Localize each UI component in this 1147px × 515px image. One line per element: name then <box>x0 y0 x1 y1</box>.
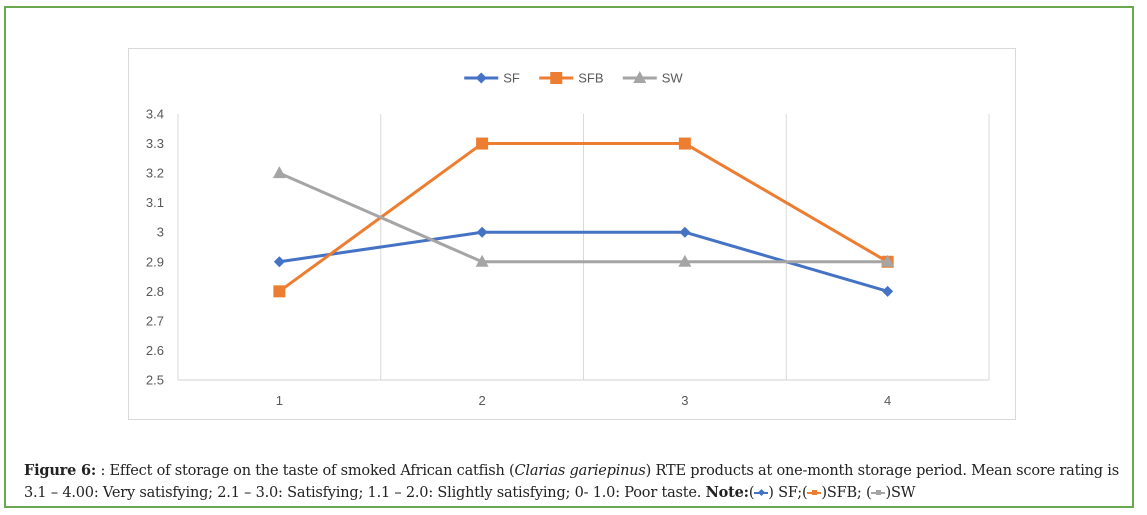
x-tick-label: 3 <box>681 393 688 408</box>
legend-label-sw: SW <box>662 71 684 86</box>
data-point-sw <box>475 254 489 267</box>
x-tick-label: 1 <box>276 393 283 408</box>
data-point-sw <box>881 254 895 267</box>
y-tick-label: 3.1 <box>146 195 164 210</box>
series-sw <box>272 166 895 267</box>
note-sf: ) SF; <box>768 485 802 501</box>
legend-label-sf: SF <box>503 71 520 86</box>
legend-marker-sfb-icon <box>550 72 563 84</box>
y-tick-label: 3 <box>157 225 164 240</box>
legend-label-sfb: SFB <box>578 71 603 86</box>
note-sfb: )SFB; <box>821 485 867 501</box>
data-point-sf <box>882 285 894 297</box>
data-point-sfb <box>476 137 489 150</box>
note-paren: ( <box>801 485 808 501</box>
legend-marker-sf-icon <box>475 72 487 84</box>
data-point-sfb <box>678 137 691 150</box>
series-layer <box>272 137 895 298</box>
data-point-sw <box>272 166 286 179</box>
caption-text-2: ) RTE products at one-month storage peri… <box>24 463 1119 501</box>
line-chart: 3.4 3.3 3.2 3.1 3 2.9 2.8 2.7 2.6 2.5 1 2 3 4 SF SFB SW <box>146 71 990 408</box>
note-paren: ( <box>866 485 872 501</box>
figure-caption: Figure 6: : Effect of storage on the tas… <box>24 460 1124 504</box>
note-paren: ( <box>748 485 755 501</box>
data-point-sf <box>679 226 691 238</box>
y-tick-label: 3.4 <box>146 107 164 122</box>
data-point-sf <box>273 256 285 268</box>
y-tick-label: 2.7 <box>146 313 164 328</box>
caption-species: Clarias gariepinus <box>514 463 646 479</box>
caption-text-1: : Effect of storage on the taste of smok… <box>96 463 515 479</box>
x-tick-label: 4 <box>884 393 891 408</box>
y-tick-label: 3.2 <box>146 166 164 181</box>
x-tick-label: 2 <box>479 393 486 408</box>
axis-layer: 3.4 3.3 3.2 3.1 3 2.9 2.8 2.7 2.6 2.5 1 2 3 4 <box>146 107 989 408</box>
y-tick-label: 2.5 <box>146 373 164 388</box>
legend-item-sfb: SFB <box>539 71 604 86</box>
data-point-sfb <box>273 285 286 298</box>
note-sw: )SW <box>885 485 916 501</box>
legend-item-sf: SF <box>464 71 520 86</box>
legend-marker-sw-icon <box>633 71 647 83</box>
y-tick-label: 2.6 <box>146 343 164 358</box>
data-point-sf <box>476 226 488 238</box>
y-tick-label: 2.9 <box>146 254 164 269</box>
y-tick-label: 3.3 <box>146 136 164 151</box>
legend-item-sw: SW <box>622 71 684 86</box>
grid-layer <box>177 114 990 380</box>
chart-container: 3.4 3.3 3.2 3.1 3 2.9 2.8 2.7 2.6 2.5 1 2 3 4 SF SFB SW <box>128 48 1016 420</box>
note-sfb-swatch-icon <box>807 488 822 498</box>
note-sw-swatch-icon <box>871 488 886 498</box>
legend: SF SFB SW <box>464 71 683 86</box>
note-sf-swatch-icon <box>754 488 769 498</box>
data-point-sw <box>678 254 692 267</box>
caption-label: Figure 6: <box>24 462 97 479</box>
series-line-sw <box>278 171 888 264</box>
caption-note-label: Note: <box>705 484 749 501</box>
y-tick-label: 2.8 <box>146 284 164 299</box>
